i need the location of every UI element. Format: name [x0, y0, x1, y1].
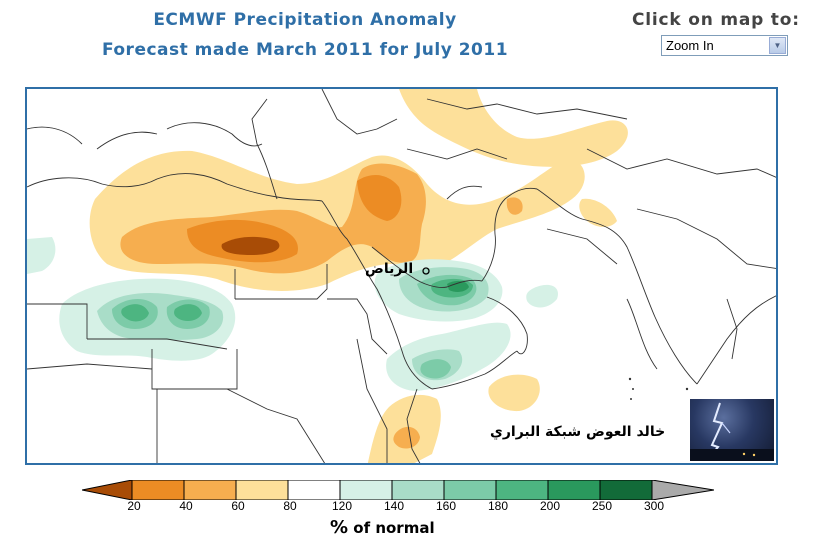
legend-segment [600, 480, 652, 500]
legend-tick: 250 [591, 499, 613, 513]
legend-tick: 160 [435, 499, 457, 513]
legend-segment [444, 480, 496, 500]
legend-tick: 180 [487, 499, 509, 513]
chevron-down-icon[interactable]: ▼ [769, 37, 786, 54]
legend-segment [496, 480, 548, 500]
anomaly-driest-core [221, 236, 280, 255]
legend-tick: 300 [643, 499, 665, 513]
anomaly-wettest-core [447, 280, 469, 292]
legend-segment-highest [652, 480, 714, 500]
legend-segment [236, 480, 288, 500]
percent-symbol: % [330, 517, 349, 538]
map-title: ECMWF Precipitation Anomaly [153, 10, 457, 30]
legend-unit-text: of normal [348, 519, 435, 537]
zoom-select-value: Zoom In [666, 38, 714, 53]
legend-segment [184, 480, 236, 500]
legend-segment [392, 480, 444, 500]
legend-segment [340, 480, 392, 500]
legend-tick: 200 [539, 499, 561, 513]
legend-unit-label: % of normal [330, 517, 435, 538]
lightning-photo-image [690, 399, 774, 461]
anomaly-below-normal-light [89, 89, 628, 463]
legend-tick: 20 [127, 499, 141, 513]
zoom-action-select[interactable]: Zoom In ▼ [661, 35, 788, 56]
legend-segment [132, 480, 184, 500]
legend-color-bar [82, 480, 714, 500]
legend-tick: 140 [383, 499, 405, 513]
legend-tick-labels: 20 40 60 80 120 140 160 180 200 250 300 [0, 499, 828, 515]
image-credit-label: خالد العوض شبكة البراري [490, 424, 666, 440]
map-canvas [27, 89, 776, 463]
legend-segment [288, 480, 340, 500]
legend-tick: 120 [331, 499, 353, 513]
map-subtitle: Forecast made March 2011 for July 2011 [101, 40, 509, 60]
legend-segment-lowest [82, 480, 132, 500]
legend-tick: 80 [283, 499, 297, 513]
precipitation-anomaly-map[interactable]: الرياض [25, 87, 778, 465]
city-marker-icon [422, 267, 430, 275]
lightning-icon [690, 402, 774, 461]
legend-tick: 60 [231, 499, 245, 513]
city-label-riyadh: الرياض [365, 261, 414, 277]
country-borders [27, 89, 776, 463]
click-instruction-label: Click on map to: [632, 10, 800, 30]
legend-tick: 40 [179, 499, 193, 513]
legend-segment [548, 480, 600, 500]
island-markers [628, 377, 696, 402]
